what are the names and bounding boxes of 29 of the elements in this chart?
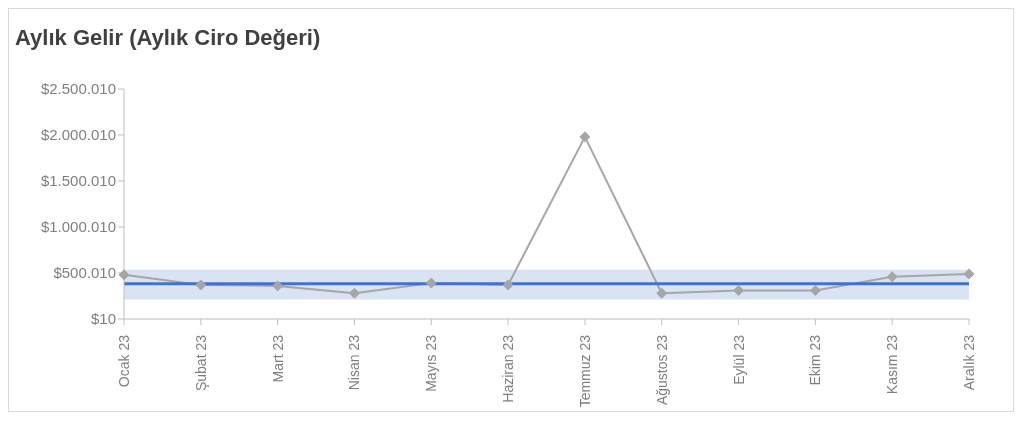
- x-tick-label: Eylül 23: [730, 334, 747, 385]
- y-tick-label: $2.500.010: [40, 80, 116, 98]
- point: [272, 280, 284, 292]
- point: [963, 268, 975, 280]
- y-tick-label: $10: [90, 310, 116, 328]
- point: [502, 279, 514, 291]
- point: [886, 271, 898, 283]
- point: [195, 279, 207, 291]
- y-tick-label: $500.010: [53, 264, 116, 282]
- x-tick-label: Aralık 23: [961, 334, 977, 391]
- x-tick-label: Şubat 23: [192, 334, 209, 392]
- chart-title: Aylık Gelir (Aylık Ciro Değeri): [15, 25, 321, 51]
- y-tick-label: $1.500.010: [40, 172, 116, 190]
- x-tick-label: Ağustos 23: [653, 334, 670, 406]
- x-tick-label: Kasım 23: [884, 334, 901, 395]
- point: [348, 287, 360, 299]
- point: [809, 284, 821, 296]
- point: [425, 277, 437, 289]
- y-tick-label: $1.000.010: [40, 218, 116, 236]
- point: [118, 269, 130, 281]
- x-tick-label: Mart 23: [269, 334, 286, 383]
- x-tick-label: Haziran 23: [500, 334, 517, 403]
- x-tick-label: Ekim 23: [807, 334, 824, 386]
- x-tick-label: Ocak 23: [116, 334, 132, 388]
- point: [579, 131, 591, 143]
- x-tick-label: Nisan 23: [346, 334, 363, 391]
- x-tick-label: Mayıs 23: [423, 334, 440, 392]
- x-tick-label: Temmuz 23: [576, 334, 593, 408]
- y-tick-label: $2.000.010: [40, 126, 116, 144]
